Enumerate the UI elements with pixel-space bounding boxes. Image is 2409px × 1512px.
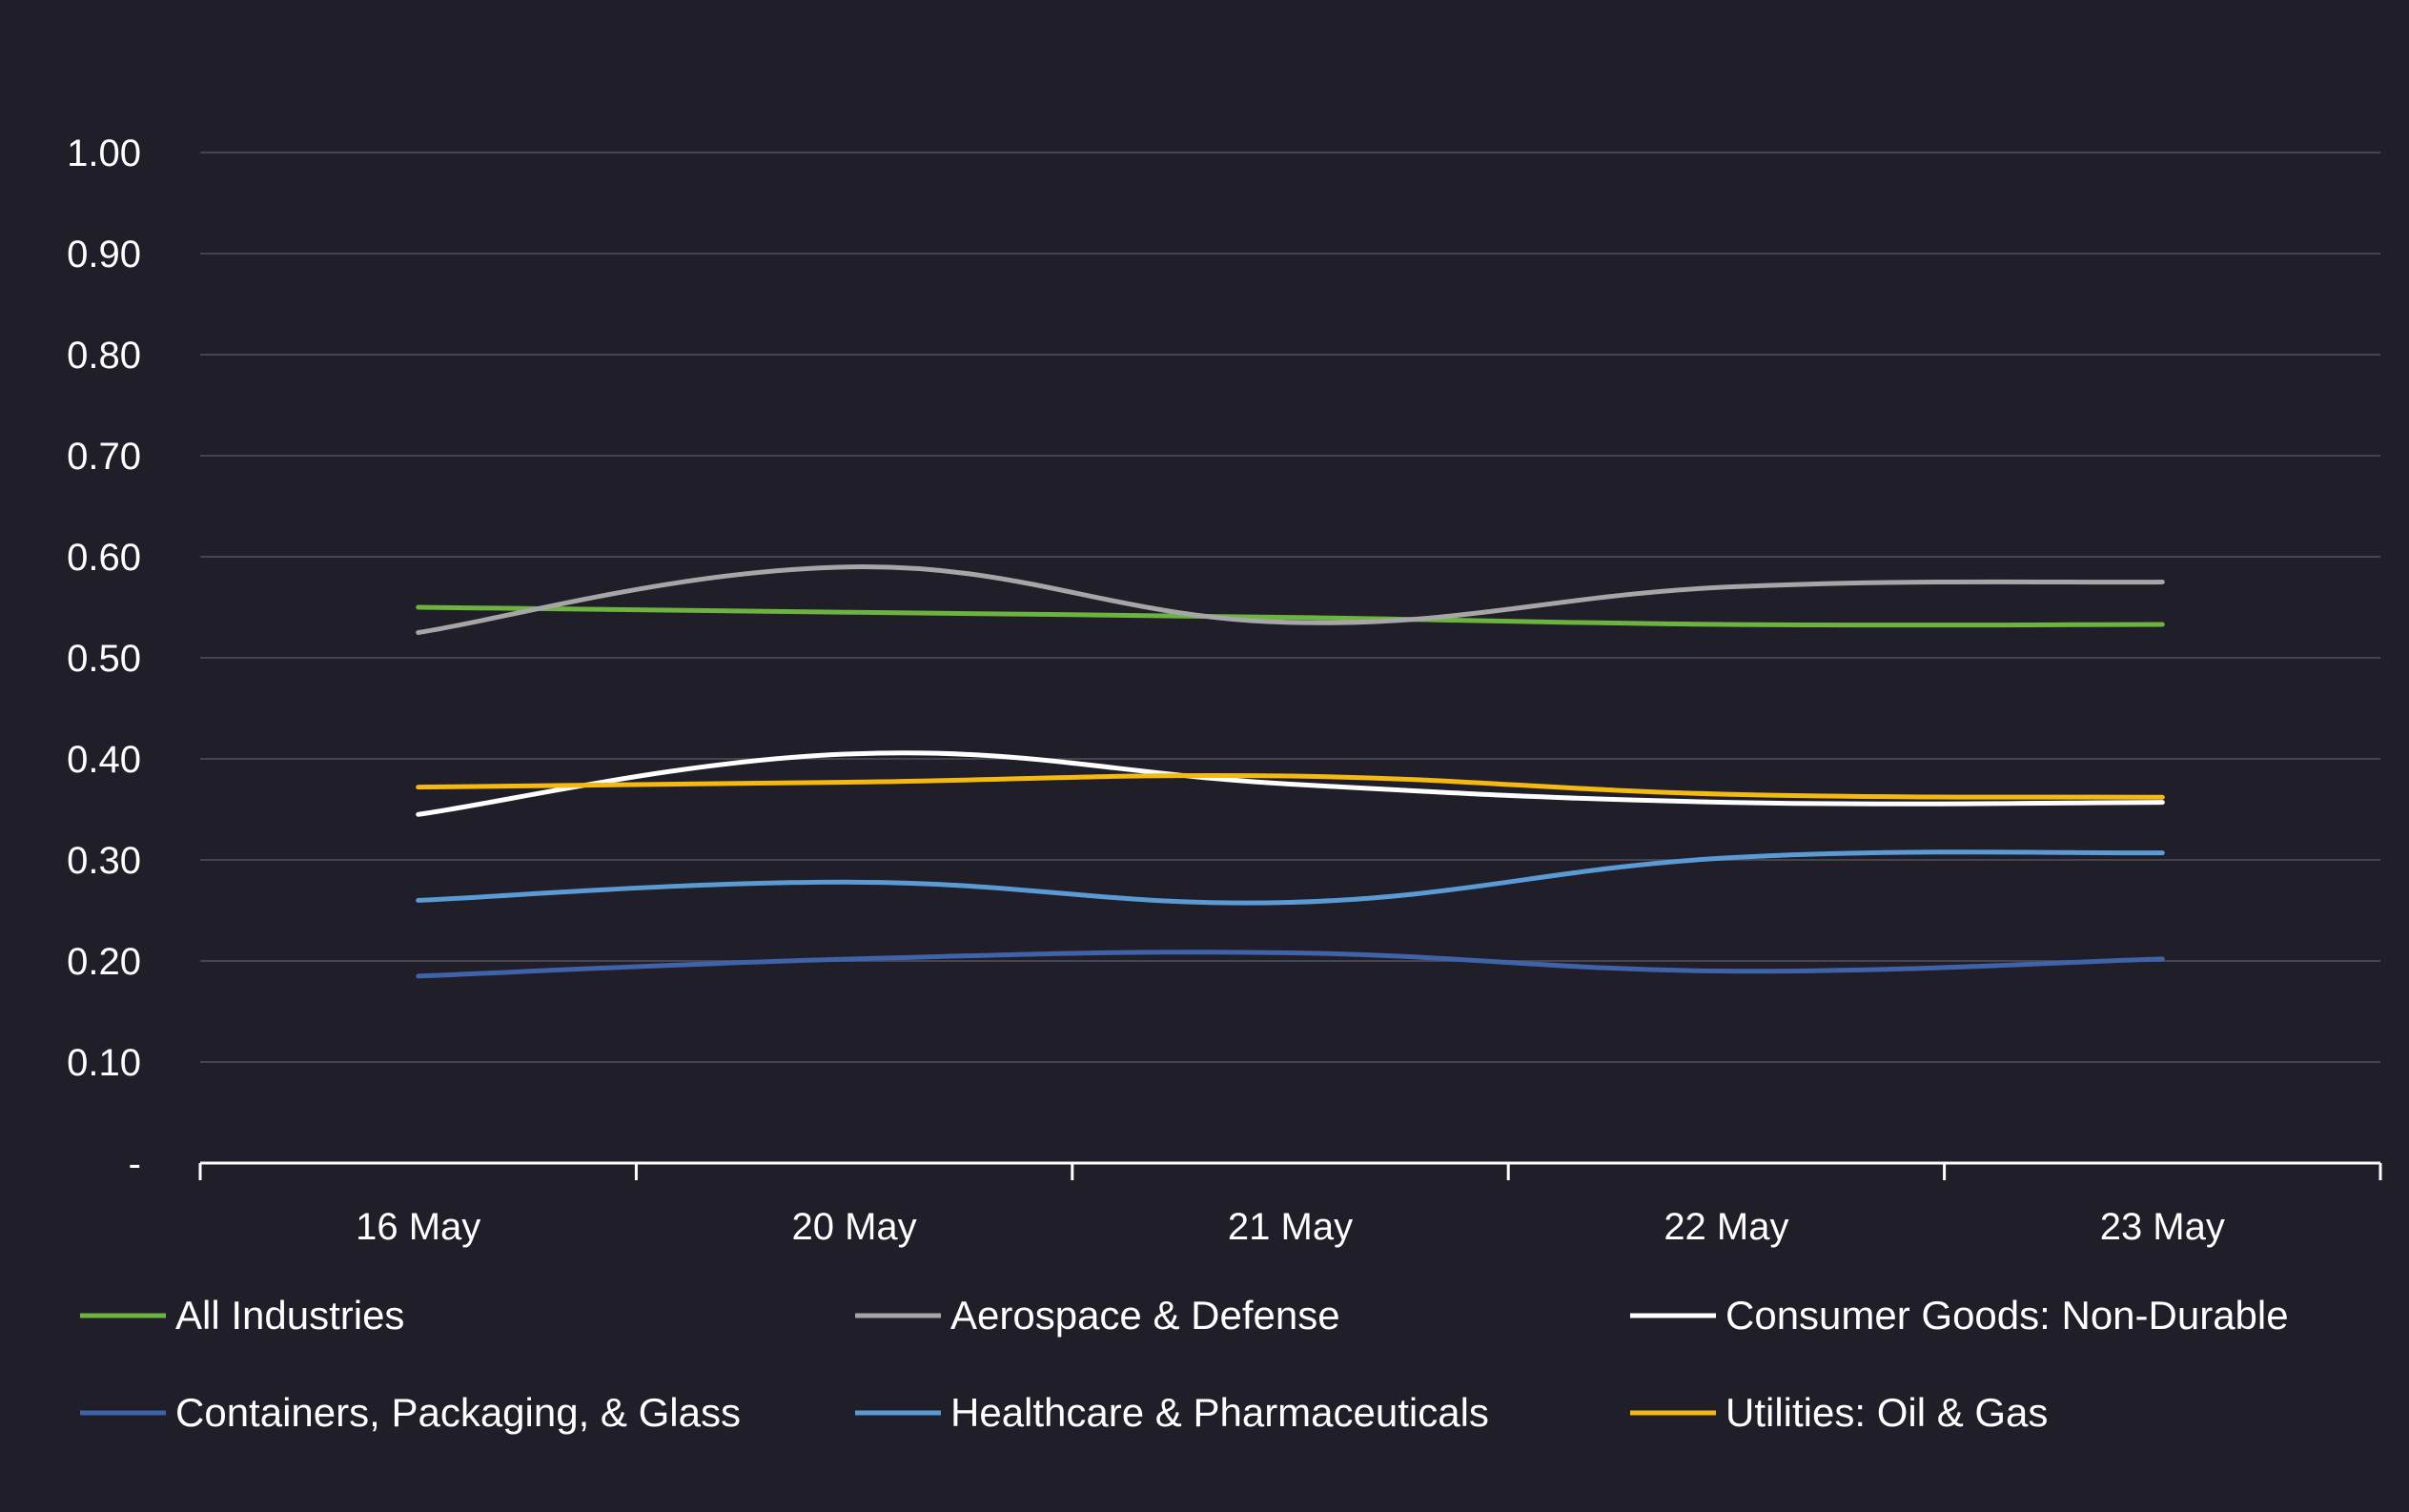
grid-layer <box>200 152 2380 1063</box>
series-line-consumer-goods-non-durable <box>416 750 2165 817</box>
legend-label: Utilities: Oil & Gas <box>1725 1390 2048 1435</box>
legend-label: All Industries <box>175 1293 404 1338</box>
series-line-aerospace-defense <box>416 564 2165 635</box>
legend-label: Aerospace & Defense <box>950 1293 1340 1338</box>
legend-item-utilities-oil-gas: Utilities: Oil & Gas <box>1630 1390 2048 1435</box>
series-line-containers-packaging-glass <box>416 950 2165 979</box>
legend-label: Healthcare & Pharmaceuticals <box>950 1390 1489 1435</box>
y-tick-label: 0.10 <box>67 1042 141 1084</box>
series-line-healthcare-pharmaceuticals <box>416 849 2165 906</box>
y-tick-label: 0.70 <box>67 436 141 478</box>
x-tick-label: 21 May <box>1228 1206 1353 1248</box>
y-tick-label: 0.20 <box>67 941 141 983</box>
series-layer <box>416 564 2165 979</box>
legend-item-consumer-goods-non-durable: Consumer Goods: Non-Durable <box>1630 1293 2289 1338</box>
legend-item-containers-packaging-glass: Containers, Packaging, & Glass <box>80 1390 741 1435</box>
series-line-utilities-oil-gas <box>416 772 2165 800</box>
legend-item-aerospace-defense: Aerospace & Defense <box>855 1293 1340 1338</box>
y-tick-label: 0.60 <box>67 537 141 579</box>
x-tick-label: 16 May <box>356 1206 480 1248</box>
y-tick-label: 0.50 <box>67 638 141 680</box>
y-tick-label: 0.80 <box>67 335 141 377</box>
x-tick-label: 22 May <box>1664 1206 1788 1248</box>
legend-label: Containers, Packaging, & Glass <box>175 1390 741 1435</box>
x-tick-label: 23 May <box>2100 1206 2225 1248</box>
series-line-all-industries <box>416 604 2165 628</box>
legend-item-all-industries: All Industries <box>80 1293 404 1338</box>
x-axis <box>198 1161 2382 1180</box>
y-tick-label: - <box>129 1143 141 1185</box>
y-tick-label: 1.00 <box>67 133 141 174</box>
y-tick-label: 0.30 <box>67 840 141 882</box>
legend-label: Consumer Goods: Non-Durable <box>1725 1293 2289 1338</box>
y-tick-label: 0.40 <box>67 739 141 781</box>
x-axis-labels: 16 May 20 May 21 May 22 May 23 May <box>356 1206 2225 1248</box>
legend: All Industries Aerospace & Defense Consume… <box>80 1293 2289 1435</box>
y-tick-label: 0.90 <box>67 234 141 276</box>
legend-item-healthcare-pharmaceuticals: Healthcare & Pharmaceuticals <box>855 1390 1489 1435</box>
x-tick-label: 20 May <box>792 1206 917 1248</box>
y-axis-labels: - 0.10 0.20 0.30 0.40 0.50 0.60 0.70 0.80 0.90 1.0… <box>67 133 141 1185</box>
